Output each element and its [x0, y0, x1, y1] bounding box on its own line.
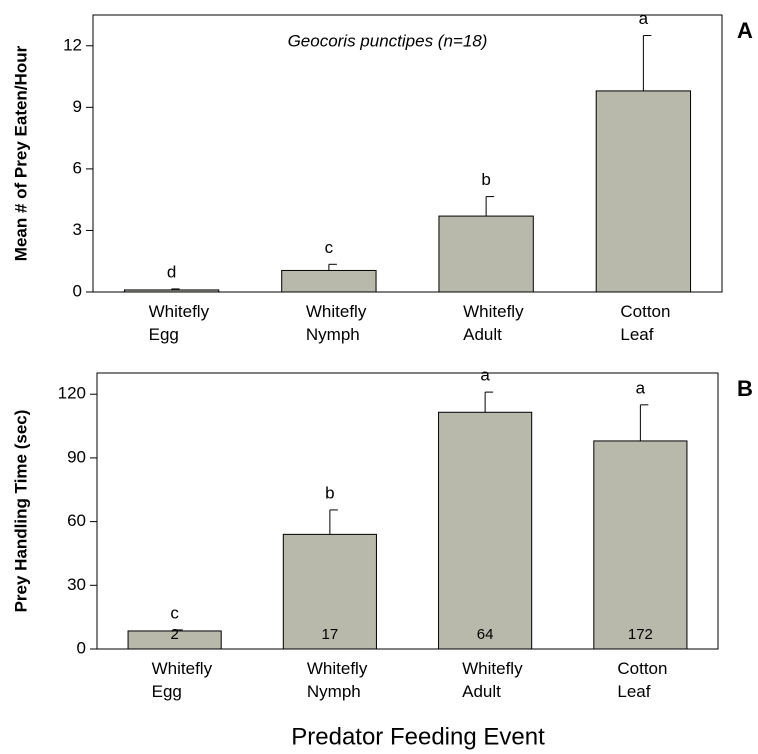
y-tick-label: 30 [67, 575, 86, 594]
bar [593, 440, 688, 650]
y-tick-label: 3 [73, 220, 82, 239]
y-tick-label: 0 [77, 638, 86, 657]
group-letter: a [639, 9, 649, 28]
group-letter: d [167, 262, 176, 281]
bar [438, 411, 533, 650]
x-tick-label: Whitefly Nymph [306, 302, 367, 344]
bar-label: 17 [322, 626, 339, 643]
x-tick-label: Whitefly Adult [463, 302, 524, 344]
x-tick-label: Whitefly Egg [149, 302, 210, 344]
group-letter: c [170, 603, 179, 622]
bar [595, 90, 692, 293]
plot-frame [96, 372, 719, 650]
y-tick-label: 12 [63, 35, 82, 54]
bar [438, 215, 534, 293]
bar-label: 64 [477, 626, 494, 643]
annotation: Geocoris punctipes (n=18) [288, 31, 488, 50]
x-tick-label: Whitefly Nymph [307, 659, 368, 701]
bar-label: 2 [170, 626, 178, 643]
group-letter: a [636, 378, 646, 397]
y-tick-label: 60 [67, 511, 86, 530]
x-tick-label: Whitefly Adult [462, 659, 523, 701]
x-axis-label: Predator Feeding Event [291, 723, 545, 750]
y-tick-label: 120 [58, 384, 86, 403]
y-tick-label: 9 [73, 97, 82, 116]
group-letter: a [480, 366, 490, 385]
x-tick-label: Cotton Leaf [617, 659, 667, 701]
bar [282, 533, 377, 650]
y-tick-label: 6 [73, 158, 82, 177]
bar [127, 630, 222, 650]
y-axis-label: Mean # of Prey Eaten/Hour [11, 45, 30, 261]
panel-label: A [737, 18, 753, 43]
plot-frame [92, 14, 723, 293]
y-axis-label: Prey Handling Time (sec) [11, 410, 30, 613]
y-tick-label: 0 [73, 281, 82, 300]
group-letter: b [481, 170, 490, 189]
y-tick-label: 90 [67, 447, 86, 466]
group-letter: b [325, 483, 334, 502]
bar-label: 172 [628, 626, 653, 643]
bar [123, 289, 220, 293]
x-tick-label: Whitefly Egg [152, 659, 213, 701]
group-letter: c [325, 238, 334, 257]
panel-label: B [737, 376, 753, 401]
bar [281, 269, 377, 293]
x-tick-label: Cotton Leaf [620, 302, 670, 344]
